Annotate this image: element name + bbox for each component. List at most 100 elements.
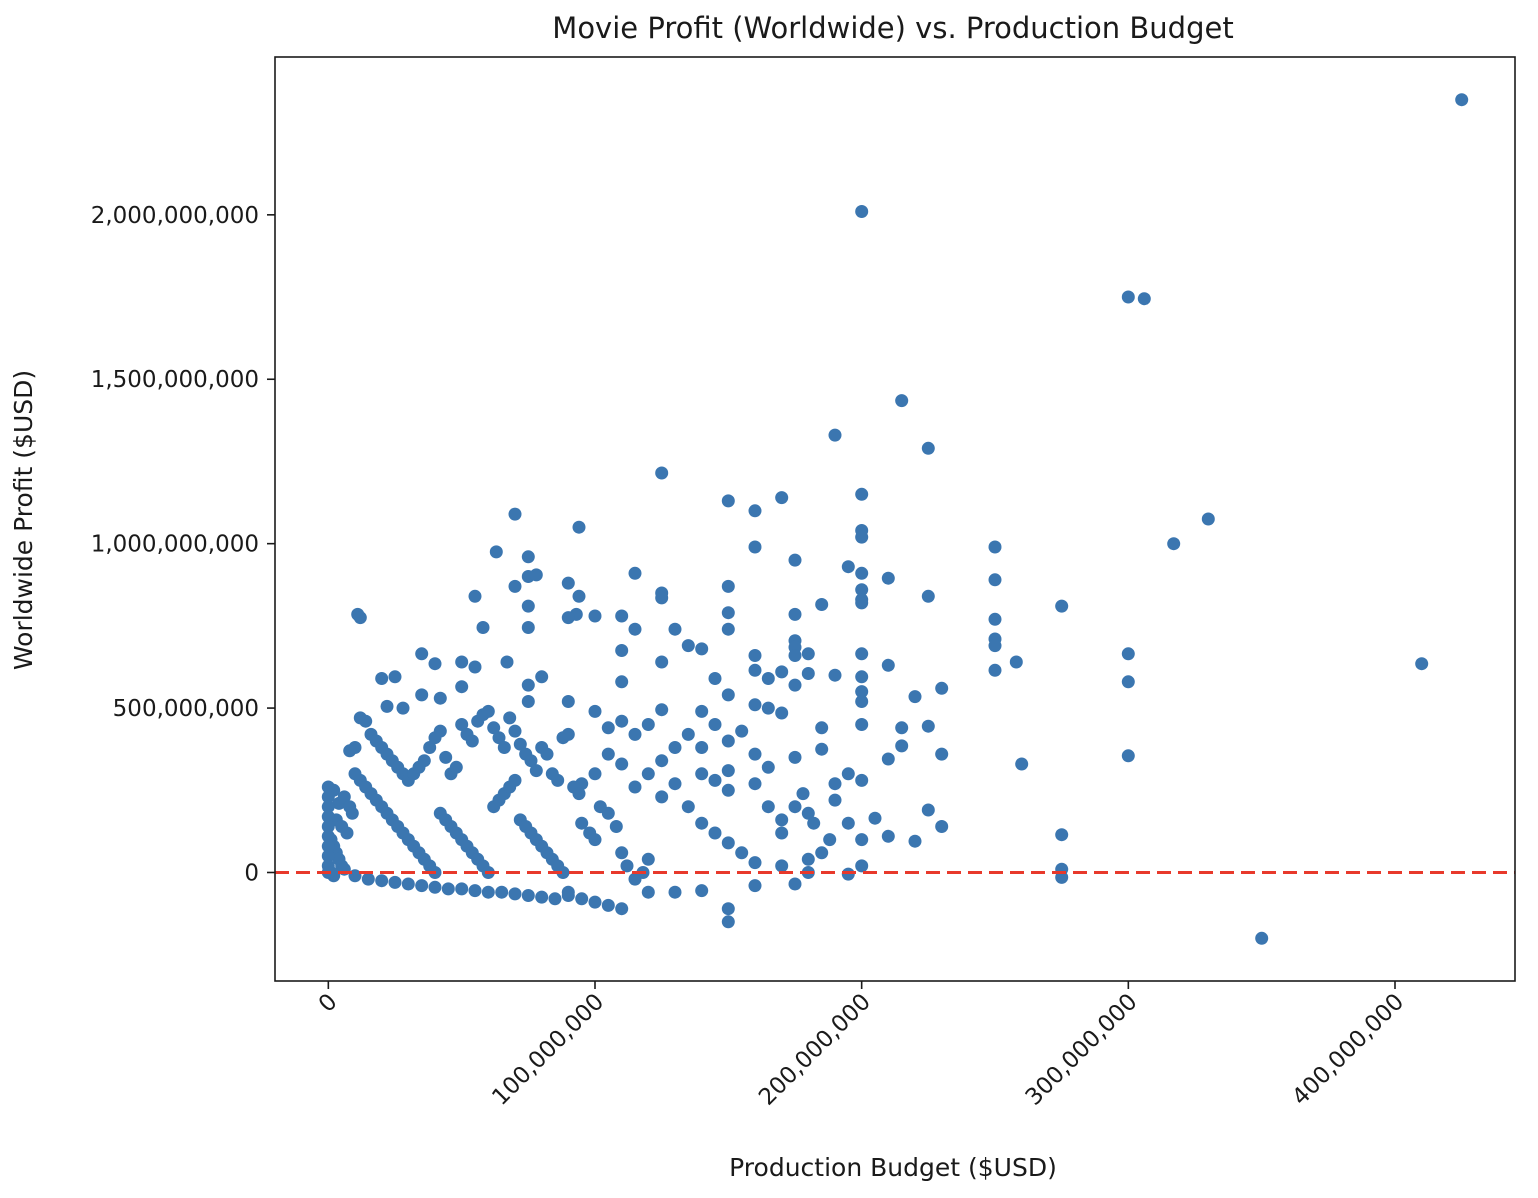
data-point <box>641 885 655 899</box>
data-point <box>695 741 709 754</box>
data-point <box>641 852 655 866</box>
data-point <box>655 754 669 768</box>
data-point <box>609 820 623 833</box>
data-point <box>708 826 722 840</box>
x-tick-label: 200,000,000 <box>754 989 876 1111</box>
data-point <box>615 714 629 728</box>
data-point <box>748 856 762 870</box>
data-point <box>535 670 549 684</box>
data-point <box>708 773 722 787</box>
data-point <box>465 734 479 748</box>
data-point <box>337 790 351 804</box>
data-point <box>1009 655 1023 669</box>
data-point <box>321 810 335 824</box>
data-point <box>439 750 453 764</box>
data-point <box>481 885 495 899</box>
data-point <box>321 820 335 833</box>
y-tick-label: 1,500,000,000 <box>91 367 259 393</box>
data-point <box>615 644 629 657</box>
data-point <box>855 530 869 544</box>
x-axis-label: Production Budget ($USD) <box>729 1153 1057 1182</box>
data-point <box>615 846 629 860</box>
data-point <box>521 599 535 613</box>
data-point <box>423 741 437 754</box>
x-tick-label: 100,000,000 <box>487 989 609 1111</box>
data-point <box>487 721 501 735</box>
data-point <box>556 866 570 879</box>
data-point <box>628 780 642 794</box>
data-point <box>641 718 655 731</box>
data-point <box>908 834 922 848</box>
data-point <box>321 800 335 814</box>
data-point <box>695 767 709 781</box>
chart-title: Movie Profit (Worldwide) vs. Production … <box>552 11 1233 45</box>
data-point <box>561 727 575 741</box>
data-point <box>855 773 869 787</box>
data-point <box>668 622 682 636</box>
y-tick-label: 2,000,000,000 <box>91 203 259 229</box>
data-point <box>761 672 775 685</box>
data-point <box>521 695 535 708</box>
data-point <box>497 741 511 754</box>
data-point <box>345 806 359 820</box>
data-point <box>721 494 735 508</box>
data-point <box>455 718 469 731</box>
data-point <box>708 718 722 731</box>
y-axis-label: Worldwide Profit ($USD) <box>9 370 38 670</box>
data-point <box>655 466 669 480</box>
data-point <box>655 591 669 605</box>
data-point <box>521 678 535 692</box>
data-point <box>775 491 789 505</box>
data-point <box>828 793 842 807</box>
data-point <box>508 579 522 593</box>
data-point <box>575 892 589 906</box>
data-point <box>748 663 762 677</box>
data-point <box>572 520 586 534</box>
points-layer <box>321 93 1469 945</box>
data-point <box>1137 292 1151 306</box>
data-point <box>375 672 389 685</box>
data-point <box>601 721 615 735</box>
data-point <box>796 787 810 801</box>
data-point <box>561 695 575 708</box>
plot-frame <box>274 56 1516 982</box>
data-point <box>628 622 642 636</box>
data-point <box>921 719 935 733</box>
data-point <box>921 589 935 603</box>
data-point <box>988 612 1002 626</box>
data-point <box>681 639 695 653</box>
data-point <box>353 611 367 625</box>
data-point <box>855 859 869 873</box>
data-point <box>489 545 503 559</box>
x-tick-label: 300,000,000 <box>1021 989 1143 1111</box>
data-point <box>321 780 335 794</box>
data-point <box>748 540 762 554</box>
data-point <box>721 915 735 929</box>
data-point <box>721 606 735 620</box>
data-point <box>508 887 522 901</box>
data-point <box>388 670 402 684</box>
data-point <box>775 826 789 840</box>
data-point <box>468 660 482 674</box>
data-point <box>655 655 669 669</box>
y-tick-label: 1,000,000,000 <box>91 532 259 558</box>
data-point <box>695 704 709 718</box>
data-point <box>855 596 869 610</box>
data-point <box>815 721 829 735</box>
data-point <box>801 647 815 661</box>
data-point <box>855 583 869 597</box>
data-point <box>788 877 802 891</box>
data-point <box>788 678 802 692</box>
data-point <box>1121 290 1135 304</box>
data-point <box>1121 647 1135 661</box>
data-point <box>601 747 615 761</box>
data-point <box>1055 828 1069 842</box>
data-point <box>841 867 855 881</box>
data-point <box>788 607 802 621</box>
y-tick-label: 0 <box>244 860 259 886</box>
data-point <box>529 568 543 582</box>
data-point <box>815 598 829 611</box>
data-point <box>988 540 1002 554</box>
data-point <box>761 701 775 715</box>
data-point <box>615 609 629 623</box>
